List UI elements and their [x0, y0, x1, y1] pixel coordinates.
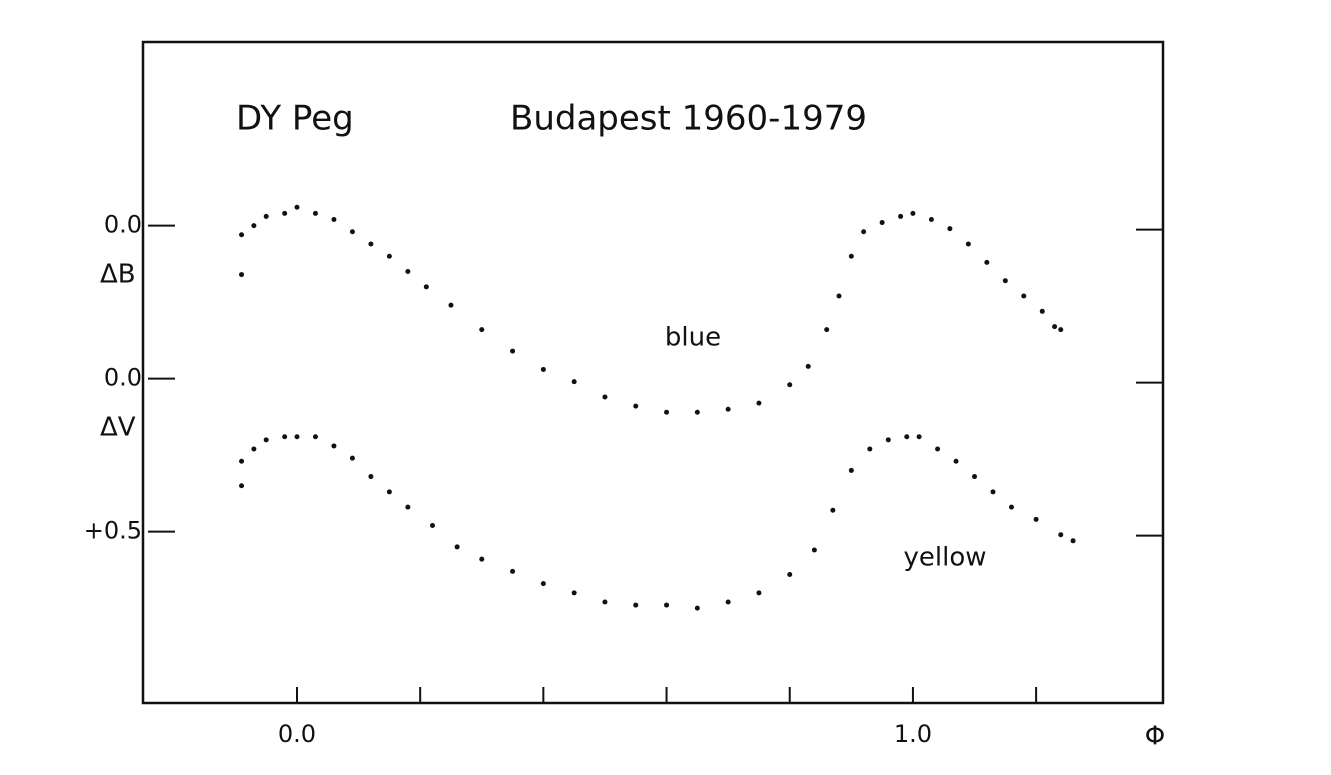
data-point [251, 446, 257, 452]
data-point [861, 229, 867, 235]
data-point [633, 602, 639, 608]
y-tick-label: +0.5 [84, 517, 142, 545]
data-point [1058, 327, 1064, 333]
data-point [1039, 308, 1045, 314]
data-point [916, 434, 922, 440]
data-point [725, 599, 731, 605]
data-point [479, 327, 485, 333]
data-point [510, 568, 516, 574]
data-point [1002, 278, 1008, 284]
data-point [251, 223, 257, 229]
data-point [239, 458, 245, 464]
data-point [454, 544, 460, 550]
data-point [836, 293, 842, 299]
data-point [429, 523, 435, 529]
data-point [294, 204, 300, 210]
data-point [282, 210, 288, 216]
plot-frame [141, 40, 1165, 705]
data-point [984, 259, 990, 265]
data-point [1052, 324, 1058, 330]
data-point [928, 216, 934, 222]
data-point [239, 232, 245, 238]
data-point [811, 547, 817, 553]
data-point [602, 394, 608, 400]
data-point [935, 446, 941, 452]
data-point [947, 226, 953, 232]
data-point [848, 253, 854, 259]
chart-subtitle: Budapest 1960-1979 [510, 99, 867, 139]
data-point [540, 581, 546, 587]
y-axis-label: ΔB [100, 260, 136, 290]
data-point [331, 443, 337, 449]
data-point [405, 504, 411, 510]
data-point [756, 400, 762, 406]
data-point [830, 507, 836, 513]
data-point [239, 483, 245, 489]
data-point [664, 602, 670, 608]
x-tick-label: 0.0 [278, 720, 316, 748]
y-axis-label: ΔV [100, 413, 136, 443]
data-point [633, 403, 639, 409]
data-point [368, 474, 374, 480]
data-point [879, 220, 885, 226]
data-point [239, 272, 245, 278]
data-point [1008, 504, 1014, 510]
y-tick-label: 0.0 [104, 364, 142, 392]
data-point [510, 348, 516, 354]
data-point [386, 253, 392, 259]
x-axis-label: Φ [1145, 722, 1165, 752]
data-point [1070, 538, 1076, 544]
data-point [263, 437, 269, 443]
data-point [405, 269, 411, 275]
data-point [571, 379, 577, 385]
data-point [423, 284, 429, 290]
data-point [848, 467, 854, 473]
data-point [867, 446, 873, 452]
data-point [885, 437, 891, 443]
data-point [1033, 516, 1039, 522]
data-point [972, 474, 978, 480]
data-point [805, 363, 811, 369]
data-point [349, 455, 355, 461]
data-point [540, 366, 546, 372]
data-point [990, 489, 996, 495]
data-point [349, 229, 355, 235]
x-tick-label: 1.0 [894, 720, 932, 748]
data-point [953, 458, 959, 464]
series-label: yellow [903, 543, 986, 573]
data-point [910, 210, 916, 216]
data-point [725, 406, 731, 412]
data-point [294, 434, 300, 440]
data-point [263, 213, 269, 219]
data-point [386, 489, 392, 495]
data-point [1058, 532, 1064, 538]
data-point [312, 434, 318, 440]
data-point [824, 327, 830, 333]
data-point [756, 590, 762, 596]
data-point [282, 434, 288, 440]
data-point [904, 434, 910, 440]
data-point [664, 409, 670, 415]
chart-title: DY Peg [236, 99, 354, 139]
data-point [479, 556, 485, 562]
data-point [602, 599, 608, 605]
data-point [448, 302, 454, 308]
data-point [312, 210, 318, 216]
y-tick-label: 0.0 [104, 211, 142, 239]
data-point [368, 241, 374, 247]
data-point [694, 605, 700, 611]
data-point [898, 213, 904, 219]
data-point [1021, 293, 1027, 299]
data-point [787, 382, 793, 388]
data-point [571, 590, 577, 596]
data-point [331, 216, 337, 222]
series-label: blue [665, 323, 721, 353]
data-point [965, 241, 971, 247]
data-point [694, 409, 700, 415]
data-point [787, 571, 793, 577]
